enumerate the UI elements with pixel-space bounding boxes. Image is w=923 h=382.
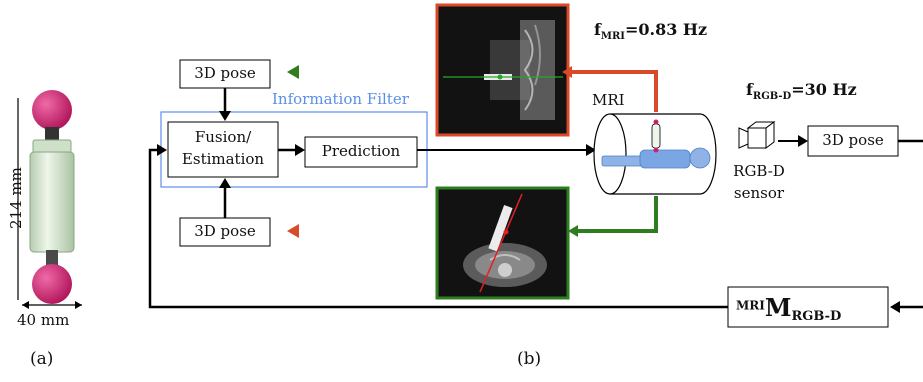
prediction-to-mri-arrowhead [586,144,596,156]
phantom-in-scanner [651,123,661,149]
top-connector [45,127,59,141]
information-filter-label: Information Filter [272,90,409,108]
phantom-width-label: 40 mm [17,311,70,329]
transform-box [727,286,889,328]
fusion-to-prediction-arrowhead [295,144,305,156]
patient-body [639,149,691,169]
rgbd-label-line2: sensor [733,184,785,202]
mri-to-sagittal-arrowhead [562,66,572,78]
mri-scanner [593,113,717,195]
f-mri-base: f [594,20,601,39]
pose-box-top [179,59,271,89]
mri-to-axial-line [576,196,658,233]
f-rgbd-value: =30 Hz [791,80,857,99]
transform-sub: RGB-D [791,309,842,325]
camera-to-pose-arrowhead [798,135,808,147]
f-rgbd-base: f [746,80,753,99]
pose-right-label: 3D pose [822,131,884,149]
feedback-loop-arrowhead [157,144,167,156]
transform-sup: MRI [736,298,765,313]
fusion-label-line2: Estimation [181,150,265,168]
patient-table [601,155,643,167]
pose-bottom-label: 3D pose [194,222,256,240]
phantom-image [29,90,75,304]
phantom-body [29,151,75,253]
axial-to-pose-arrowhead [287,224,299,238]
f-rgbd-sub: RGB-D [752,91,792,103]
f-mri-sub: MRI [600,31,625,43]
width-dim-arrow-left [22,301,29,309]
f-mri-value: =0.83 Hz [624,20,708,39]
sagittal-to-pose-arrowhead [287,65,299,79]
pose-top-label: 3D pose [194,64,256,82]
f-mri-label: fMRI=0.83 Hz [594,20,707,42]
prediction-box [304,136,418,168]
mri-label: MRI [592,91,625,109]
transform-label: MRIMRGB-D [736,293,841,324]
mri-image-axial [435,186,570,300]
mri-to-axial-arrowhead [568,225,578,237]
transform-in-arrowhead [890,301,900,313]
fusion-label-line1: Fusion/ [194,128,252,146]
caption-a: (a) [30,349,54,369]
fusion-box [167,121,279,178]
f-rgbd-label: fRGB-D=30 Hz [746,80,857,102]
transform-base: M [764,293,792,322]
pose-bottom-to-fusion-arrowhead [219,178,231,188]
mri-to-sagittal-line [570,70,658,112]
caption-b: (b) [517,349,542,369]
bottom-marker-ball [32,264,72,304]
top-marker-ball [32,90,72,130]
width-dim-arrow-right [75,301,82,309]
bottom-connector [46,250,58,268]
rgbd-camera-icon [738,121,776,149]
patient-head [689,147,711,169]
pose-top-to-fusion-arrowhead [219,111,231,121]
prediction-label: Prediction [321,142,401,160]
feedback-loop-line [148,148,728,309]
rgbd-label-line1: RGB-D [733,162,785,180]
phantom-height-label: 214 mm [7,167,25,229]
mri-image-sagittal [435,3,570,137]
